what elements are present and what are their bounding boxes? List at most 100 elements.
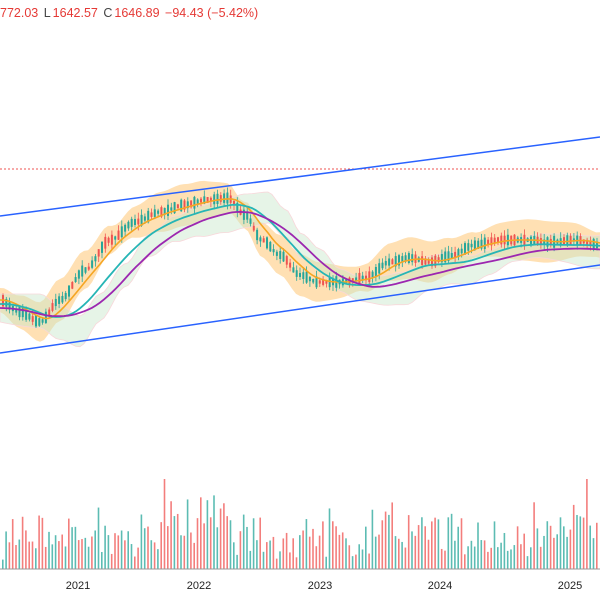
volume-bar [61,534,63,569]
volume-bar [523,533,525,569]
volume-bar [417,525,420,569]
candle-body [219,195,222,202]
volume-bar [516,526,519,569]
candle-body [84,267,87,273]
candle-body [394,256,397,267]
volume-bar [84,537,87,569]
candle-body [91,260,94,268]
ma-fast-line [0,198,600,320]
volume-bar [592,538,595,569]
candle-body [236,202,239,213]
volume-bar [183,535,186,569]
candle-body [104,236,107,249]
volume-bar [394,536,397,569]
candle-body [206,197,209,203]
volume-bar [226,516,228,569]
candle-body [272,249,275,253]
volume-bar [104,525,106,569]
volume-bar [233,542,235,569]
volume-bar [530,547,532,569]
candle-body [361,275,364,281]
candle-body [259,237,262,242]
volume-bar [18,539,21,569]
candle-body [444,251,447,263]
candle-body [460,248,463,254]
volume-bar [120,530,123,569]
candle-body [150,212,153,217]
volume-bar [275,558,278,569]
close-key: C [103,6,113,20]
candle-body [388,258,391,266]
volume-bar [81,539,83,569]
volume-bar [381,520,384,569]
volume-bar [338,534,341,569]
volume-bar [302,530,304,569]
volume-bar [110,553,113,569]
candle-body [305,271,308,283]
volume-bar [130,544,133,569]
candle-body [269,241,272,252]
x-tick-label: 2024 [428,580,452,592]
volume-bar [460,518,463,569]
volume-bar [487,551,489,569]
volume-bar [305,519,308,569]
volume-bar [384,511,387,569]
candle-body [454,251,457,258]
volume-bar [292,538,294,569]
candle-body [473,240,476,250]
volume-bar [447,517,450,569]
volume-layer [2,479,598,569]
candle-body [289,262,292,268]
volume-bar [77,540,80,569]
candle-body [384,260,387,266]
volume-bar [407,515,410,569]
volume-bar [351,556,354,569]
candle-body [190,200,193,208]
candle-body [358,272,361,285]
volume-bar [473,546,476,569]
volume-bar [579,516,582,569]
candle-body [71,282,74,289]
volume-bar [361,549,364,569]
volume-bar [434,517,436,569]
candle-body [322,279,325,285]
volume-bar [153,542,156,569]
candle-body [378,263,381,274]
volume-bar [295,557,298,569]
candle-body [54,298,57,307]
candle-body [107,237,110,243]
candle-body [48,309,51,316]
candle-body [566,235,569,246]
volume-bar [563,526,565,569]
candle-body [61,295,64,303]
candle-body [437,257,440,263]
volume-bar [262,551,265,569]
volume-bar [513,545,516,569]
volume-bar [38,515,40,569]
volume-bar [117,535,120,569]
candle-body [586,239,589,245]
volume-bar [5,531,7,569]
candle-body [252,225,255,231]
volume-bar [21,516,24,569]
candle-body [246,212,249,220]
candle-body [140,214,143,226]
volume-bar [325,556,327,569]
volume-bar [401,541,403,569]
candle-body [302,272,305,280]
channel-layer [0,136,600,354]
volume-bar [186,499,189,569]
candle-body [487,239,490,245]
volume-bar [289,552,291,569]
candle-body [572,238,575,242]
volume-bar [134,556,136,569]
volume-bar [299,535,301,569]
change-value: −94.43 (−5.42%) [165,6,259,20]
candle-body [589,240,592,246]
volume-bar [464,554,466,569]
volume-bar [365,526,367,569]
candle-body [457,249,460,258]
candle-body [464,243,466,255]
